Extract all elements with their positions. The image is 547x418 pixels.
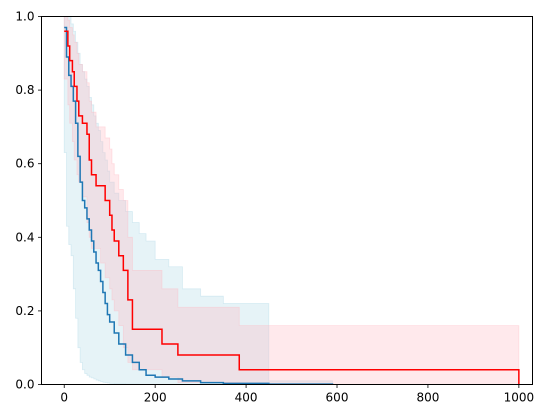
y-tick-label: 0.8 [15, 83, 34, 97]
x-tick-label: 400 [235, 391, 258, 405]
y-tick-label: 0.0 [15, 378, 34, 392]
y-tick-label: 0.2 [15, 304, 34, 318]
x-tick-label: 200 [144, 391, 167, 405]
y-tick-label: 0.6 [15, 157, 34, 171]
y-axis: 0.0 0.2 0.4 0.6 0.8 1.0 [15, 10, 42, 392]
survival-curve-2 [64, 30, 520, 385]
x-tick-label: 1000 [504, 391, 535, 405]
x-tick-label: 0 [60, 391, 68, 405]
survival-curves [64, 26, 520, 385]
x-axis: 0 200 400 600 800 1000 [60, 384, 535, 405]
y-tick-label: 1.0 [15, 10, 34, 24]
x-tick-label: 600 [326, 391, 349, 405]
survival-curve-1 [64, 26, 334, 385]
x-tick-label: 800 [416, 391, 439, 405]
plot-frame [41, 16, 533, 385]
confidence-band-1 [63, 16, 333, 385]
y-tick-label: 0.4 [15, 230, 34, 244]
